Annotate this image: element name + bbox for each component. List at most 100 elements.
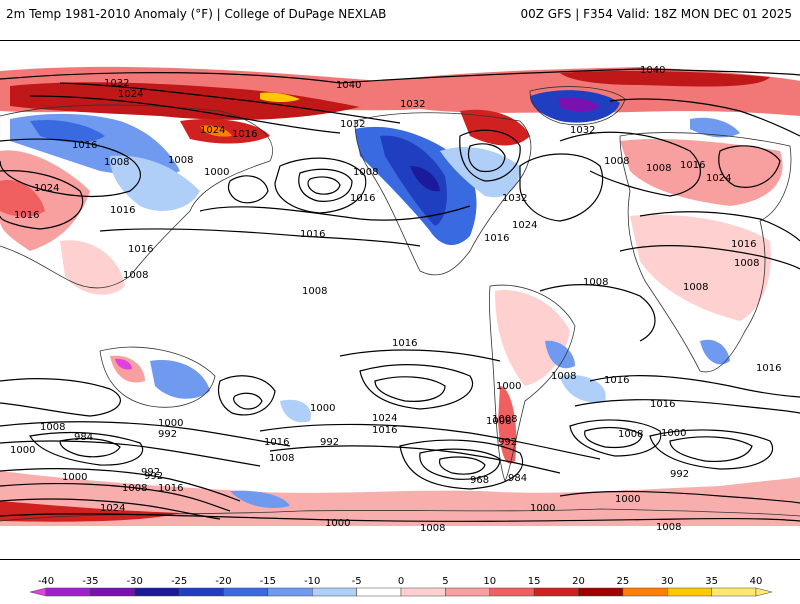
colorbar-tick-label: -10 [304,576,320,587]
colorbar-tick-label: -35 [82,576,98,587]
isobar [29,431,144,466]
isobar-label: 1008 [168,155,193,166]
coast-north-america [354,112,532,276]
isobar-labels: 1032 1024 1040 1040 1032 1032 1032 1024 … [10,65,781,534]
isobar [0,468,241,502]
isobar [399,439,524,490]
isobar [217,375,276,416]
colorbar-swatch [533,587,579,597]
isobar-label: 992 [320,437,339,448]
colorbar-left-arrow [29,587,47,597]
isobar [59,82,401,124]
colorbar-tick-label: -25 [171,576,187,587]
coast-greenland [529,86,626,126]
isobar [199,205,471,221]
arctic-warm-core [560,70,770,87]
colorbar-swatch [445,587,490,597]
isobar-label: 1016 [372,425,397,436]
isobar [438,456,486,475]
colorbar-tick-label: 0 [398,576,404,587]
colorbar-graphic: -40 -35 -30 -25 -20 -15 -10 -5 0 5 10 15 20 25 30 35 40 [29,576,773,597]
north-america-cold-core [380,135,447,226]
colorbar-swatch [90,587,135,597]
colorbar-swatch [223,587,269,597]
isobar-label: 1024 [512,220,537,231]
colorbar-tick-label: 10 [483,576,496,587]
isobar-label: 992 [498,437,517,448]
colorbar-swatch [356,587,402,597]
isobar [0,440,261,467]
north-america-cold-extreme [410,166,440,192]
isobar-label: 1000 [204,167,229,178]
colorbar-swatch [711,587,757,597]
isobar [619,244,800,270]
isobar [0,170,84,230]
china-cold [110,155,200,211]
isobar [0,483,231,512]
isobar [339,349,501,362]
coast-south-america [489,284,576,483]
model-run-info: 00Z GFS | F354 Valid: 18Z MON DEC 01 202… [520,7,792,21]
isobar-label: 1024 [200,125,225,136]
antarctic-cold [230,490,290,509]
isobar-label: 1008 [656,522,681,533]
isobar-label: 1008 [302,286,327,297]
isobar-label: 1008 [486,416,511,427]
isobar-label: 992 [144,471,163,482]
colorbar-swatch [312,587,357,597]
colorbar-tick-label: -20 [215,576,231,587]
isobar-label: 1008 [420,523,445,534]
colorbar-tick-label: -5 [352,576,362,587]
isobar-label: 1016 [110,205,135,216]
isobar-label: 1024 [118,89,143,100]
isobar [559,490,800,504]
world-map: 1032 1024 1040 1040 1032 1032 1032 1024 … [0,65,800,534]
isobar [298,168,353,202]
isobar-label: 1016 [392,338,417,349]
anomaly-shading [0,66,800,526]
isobar-label: 1024 [372,413,397,424]
southern-ocean-cold [280,399,311,423]
colorbar-tick-label: -15 [260,576,276,587]
colorbar-swatch [578,587,624,597]
isobar-label: 1008 [269,453,294,464]
isobar-label: 1016 [680,160,705,171]
europe-warm [620,139,783,206]
isobar [574,398,800,414]
colorbar-swatch [400,587,446,597]
map-panel: 1032 1024 1040 1040 1032 1032 1032 1024 … [0,40,800,560]
isobar [467,143,506,173]
siberia-cold-core [30,119,105,143]
isobar-label: 1008 [646,163,671,174]
isobar-label: 992 [670,469,689,480]
southern-africa-cold [700,339,730,365]
isobar-label: 1008 [492,414,517,425]
isobar-label: 1016 [650,399,675,410]
colorbar-tick-label: 40 [750,576,763,587]
isobar-label: 1016 [756,363,781,374]
isobar [0,68,800,84]
isobar-label: 1000 [310,403,335,414]
isobar [0,498,221,520]
isobar-label: 1000 [62,472,87,483]
isobar [0,138,141,198]
greenland-cold-core [558,97,600,112]
kamchatka-hot-spot [200,125,232,137]
colorbar-tick-label: 5 [442,576,448,587]
isobar [539,284,656,342]
isobar [99,228,421,247]
isobar [459,129,521,182]
isobar-label: 1016 [128,244,153,255]
isobar-label: 1008 [604,156,629,167]
isobar [0,378,121,417]
isobar [59,437,121,458]
australia-hot-spot [115,358,132,370]
isobar [359,364,474,410]
southern-ocean-cold-2 [560,375,606,403]
isobar-label: 1016 [731,239,756,250]
isobar-label: 1032 [570,125,595,136]
isobar [233,392,263,410]
colorbar-tick-label: -40 [38,576,54,587]
colorbar-tick-label: 20 [572,576,585,587]
isobar [519,153,604,222]
